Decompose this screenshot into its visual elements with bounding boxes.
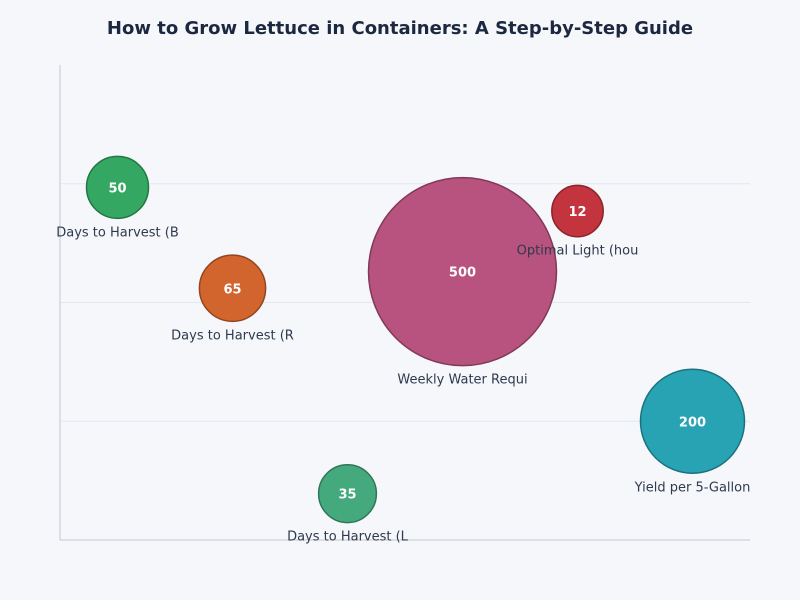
bubble-value-label: 500 (449, 266, 476, 281)
bubble-value-label: 50 (108, 181, 126, 196)
bubble[interactable] (85, 155, 150, 220)
bubble-category-label: Optimal Light (hou (517, 244, 639, 259)
bubble[interactable] (551, 184, 604, 238)
bubble-category-label: Days to Harvest (L (287, 530, 409, 545)
bubble-category-label: Weekly Water Requi (397, 373, 527, 388)
bubble-labels: Days to Harvest (B Days to Harvest (R Days… (56, 225, 750, 544)
bubble[interactable] (198, 254, 267, 323)
bubble[interactable] (639, 368, 746, 474)
bubble-category-label: Days to Harvest (R (171, 328, 294, 343)
chart-title: How to Grow Lettuce in Containers: A Ste… (107, 18, 693, 39)
bubbles: 50 65 35 500 12 200 (85, 155, 746, 524)
bubble-category-label: Yield per 5-Gallon (634, 480, 751, 495)
bubble-value-label: 35 (338, 488, 356, 503)
bubble-category-label: Days to Harvest (B (56, 225, 179, 240)
bubble[interactable] (367, 176, 558, 367)
bubble-value-label: 12 (568, 205, 586, 220)
bubble[interactable] (317, 464, 378, 524)
bubble-value-label: 200 (679, 415, 706, 430)
bubble-value-label: 65 (223, 282, 241, 297)
